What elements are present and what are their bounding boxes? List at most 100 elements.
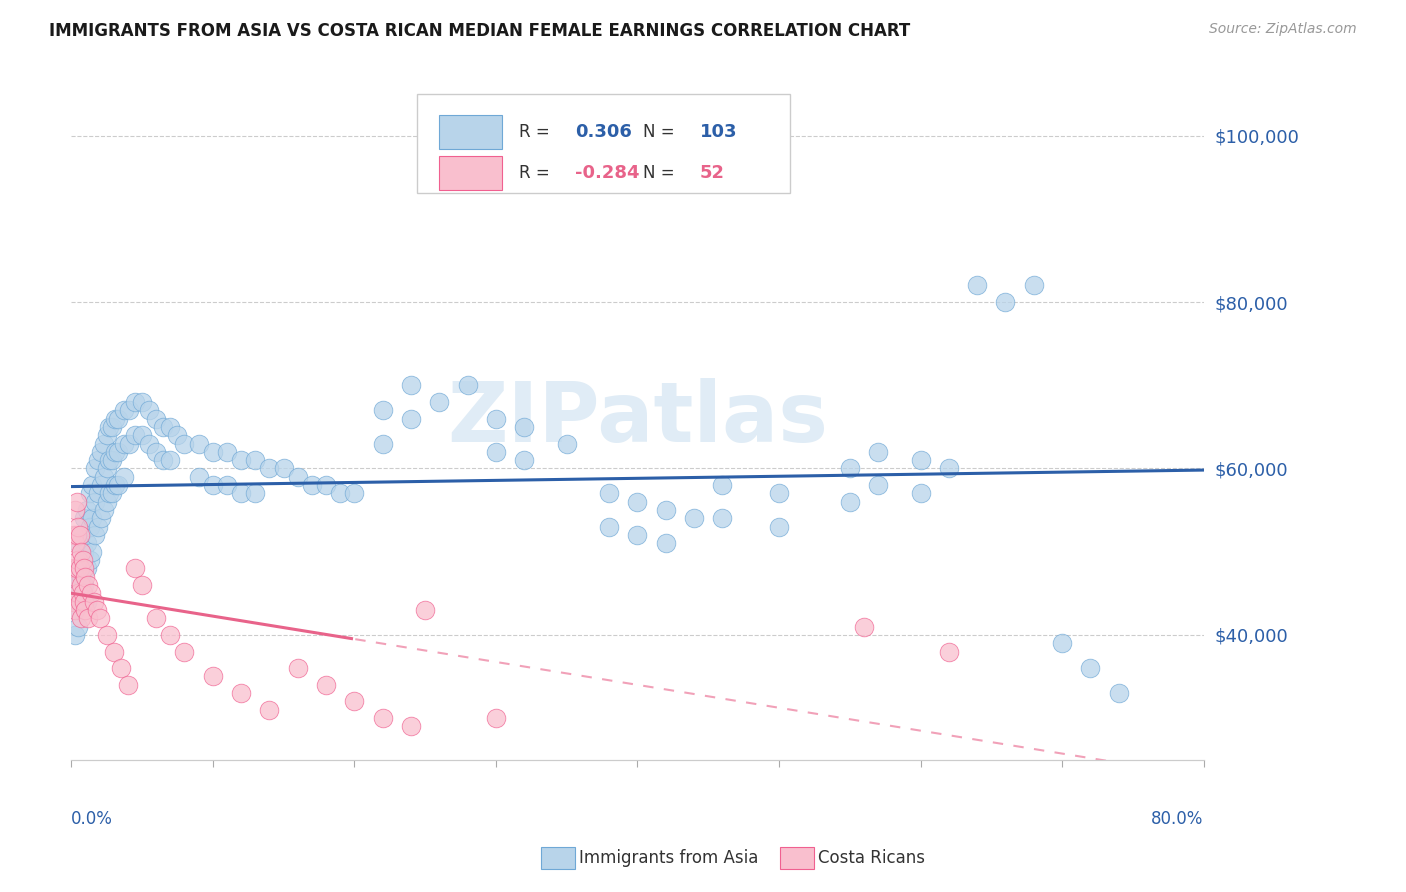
Point	[77, 578, 100, 592]
Point	[72, 553, 94, 567]
Point	[96, 428, 118, 442]
Point	[70, 594, 93, 608]
Point	[67, 594, 90, 608]
Point	[598, 519, 620, 533]
Point	[75, 603, 97, 617]
Point	[66, 495, 89, 509]
Point	[82, 478, 104, 492]
Point	[938, 461, 960, 475]
Point	[75, 569, 97, 583]
Point	[69, 528, 91, 542]
Point	[76, 561, 98, 575]
Point	[65, 536, 87, 550]
Point	[93, 436, 115, 450]
Point	[711, 511, 734, 525]
Point	[67, 561, 90, 575]
Point	[87, 453, 110, 467]
Point	[69, 561, 91, 575]
Point	[73, 561, 96, 575]
Point	[838, 495, 860, 509]
Point	[70, 569, 93, 583]
Point	[187, 470, 209, 484]
Point	[63, 594, 86, 608]
Point	[101, 420, 124, 434]
Point	[67, 619, 90, 633]
Text: N =: N =	[643, 123, 681, 141]
Point	[215, 445, 238, 459]
Point	[82, 511, 104, 525]
Point	[145, 411, 167, 425]
Text: R =: R =	[519, 164, 554, 182]
Point	[131, 578, 153, 592]
Point	[90, 478, 112, 492]
Point	[65, 628, 87, 642]
Point	[77, 611, 100, 625]
Point	[73, 594, 96, 608]
Text: Costa Ricans: Costa Ricans	[818, 849, 925, 867]
Point	[229, 686, 252, 700]
Point	[118, 403, 141, 417]
Point	[90, 511, 112, 525]
Point	[104, 411, 127, 425]
Text: Source: ZipAtlas.com: Source: ZipAtlas.com	[1209, 22, 1357, 37]
Text: -0.284: -0.284	[575, 164, 640, 182]
Point	[301, 478, 323, 492]
Point	[485, 711, 508, 725]
Point	[98, 453, 121, 467]
Point	[868, 445, 890, 459]
Point	[131, 428, 153, 442]
Point	[103, 644, 125, 658]
Point	[84, 528, 107, 542]
Point	[112, 403, 135, 417]
Point	[413, 603, 436, 617]
Point	[96, 461, 118, 475]
Text: IMMIGRANTS FROM ASIA VS COSTA RICAN MEDIAN FEMALE EARNINGS CORRELATION CHART: IMMIGRANTS FROM ASIA VS COSTA RICAN MEDI…	[49, 22, 911, 40]
Point	[101, 453, 124, 467]
Point	[994, 295, 1017, 310]
Point	[65, 578, 87, 592]
Text: 103: 103	[700, 123, 737, 141]
Point	[80, 586, 103, 600]
Point	[838, 461, 860, 475]
Point	[83, 594, 105, 608]
Point	[399, 719, 422, 733]
Point	[315, 678, 337, 692]
Point	[215, 478, 238, 492]
Point	[343, 694, 366, 708]
Point	[159, 628, 181, 642]
Point	[82, 544, 104, 558]
Point	[112, 470, 135, 484]
Point	[65, 603, 87, 617]
Point	[245, 486, 267, 500]
Point	[117, 678, 139, 692]
Point	[79, 553, 101, 567]
Point	[76, 536, 98, 550]
Point	[107, 445, 129, 459]
Point	[87, 519, 110, 533]
Point	[73, 511, 96, 525]
Point	[201, 669, 224, 683]
Point	[711, 478, 734, 492]
Point	[371, 403, 394, 417]
Point	[87, 486, 110, 500]
Point	[259, 703, 281, 717]
Point	[655, 503, 678, 517]
Point	[768, 519, 790, 533]
Point	[938, 644, 960, 658]
Point	[329, 486, 352, 500]
Point	[65, 503, 87, 517]
Point	[138, 436, 160, 450]
Point	[131, 395, 153, 409]
Point	[98, 486, 121, 500]
Point	[868, 478, 890, 492]
Text: R =: R =	[519, 123, 554, 141]
Point	[427, 395, 450, 409]
Point	[159, 453, 181, 467]
Text: 52: 52	[700, 164, 724, 182]
Point	[72, 586, 94, 600]
Point	[98, 420, 121, 434]
Point	[287, 661, 309, 675]
Point	[1050, 636, 1073, 650]
Point	[70, 578, 93, 592]
Point	[966, 278, 988, 293]
